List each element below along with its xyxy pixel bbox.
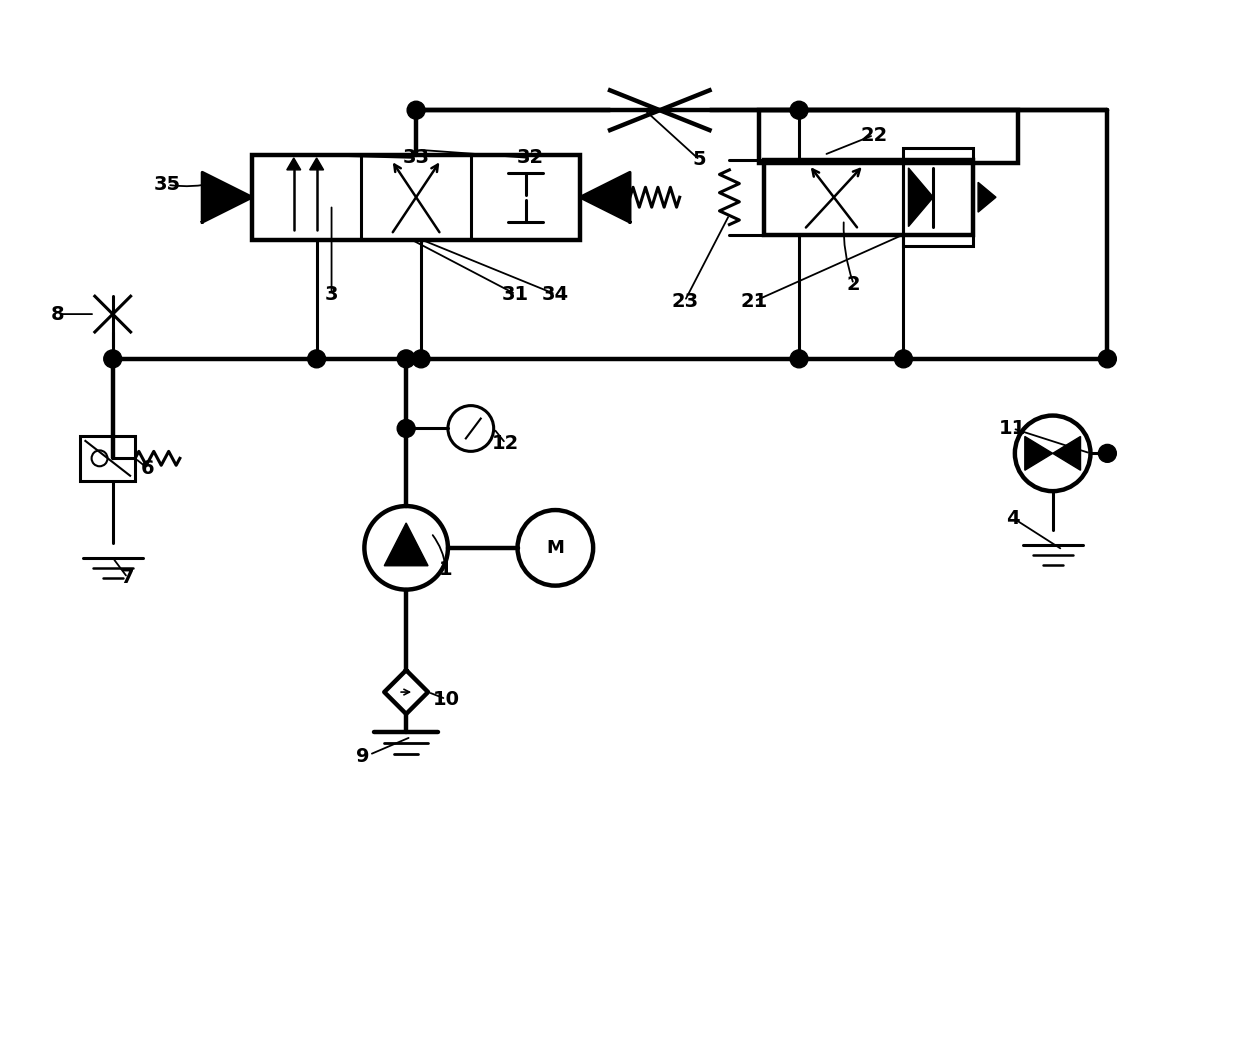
- Polygon shape: [384, 523, 428, 566]
- Text: 12: 12: [492, 434, 520, 453]
- Circle shape: [790, 350, 808, 367]
- Text: 23: 23: [671, 292, 698, 310]
- Polygon shape: [1024, 436, 1053, 470]
- Bar: [759, 110, 1018, 163]
- Text: 35: 35: [154, 175, 181, 194]
- Polygon shape: [286, 158, 301, 170]
- Text: 21: 21: [740, 292, 768, 310]
- Text: 1: 1: [439, 561, 453, 579]
- Polygon shape: [1053, 436, 1080, 470]
- Text: 6: 6: [140, 459, 154, 477]
- Text: M: M: [547, 539, 564, 556]
- Polygon shape: [202, 172, 252, 222]
- Text: 2: 2: [847, 275, 861, 294]
- Text: 32: 32: [517, 148, 544, 167]
- Text: 22: 22: [861, 126, 888, 144]
- Circle shape: [1099, 350, 1116, 367]
- Text: 7: 7: [120, 568, 134, 588]
- Text: 33: 33: [403, 148, 429, 167]
- Text: 31: 31: [502, 284, 529, 304]
- Circle shape: [308, 350, 326, 367]
- Text: 5: 5: [693, 151, 707, 169]
- Circle shape: [412, 350, 430, 367]
- Circle shape: [104, 350, 122, 367]
- Text: 34: 34: [542, 284, 569, 304]
- Circle shape: [790, 102, 808, 119]
- Text: 8: 8: [51, 304, 64, 324]
- Bar: [81, 436, 135, 481]
- Polygon shape: [580, 172, 630, 222]
- Polygon shape: [978, 183, 996, 212]
- Circle shape: [894, 350, 913, 367]
- Bar: [764, 160, 973, 235]
- Text: 3: 3: [325, 284, 339, 304]
- Circle shape: [397, 419, 415, 437]
- Text: 10: 10: [433, 689, 460, 709]
- Polygon shape: [909, 168, 934, 226]
- Text: 9: 9: [356, 746, 370, 766]
- Text: 4: 4: [1006, 509, 1019, 527]
- Circle shape: [1099, 444, 1116, 462]
- Polygon shape: [310, 158, 324, 170]
- Circle shape: [407, 102, 425, 119]
- Bar: [252, 155, 580, 240]
- Text: 11: 11: [999, 419, 1027, 438]
- Circle shape: [397, 350, 415, 367]
- Bar: [904, 148, 973, 246]
